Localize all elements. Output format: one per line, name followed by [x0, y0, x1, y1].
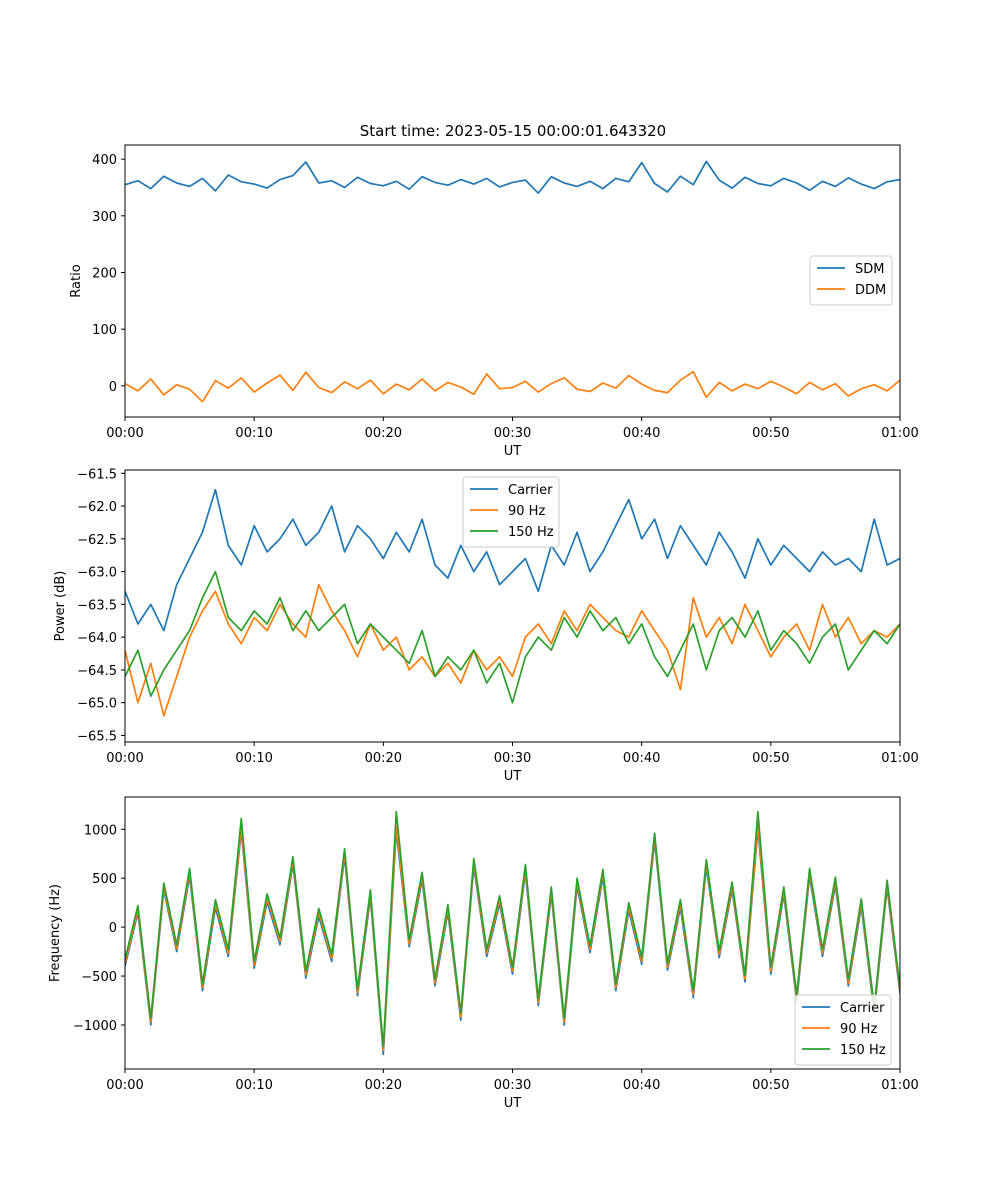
- figure-title: Start time: 2023-05-15 00:00:01.643320: [360, 122, 666, 140]
- x-tick-label: 00:40: [623, 426, 660, 441]
- legend-label: DDM: [855, 283, 886, 298]
- y-tick-label: −65.0: [77, 697, 117, 712]
- x-tick-label: 00:10: [235, 751, 272, 766]
- y-tick-label: 400: [92, 153, 117, 168]
- x-tick-label: 00:00: [106, 426, 143, 441]
- x-tick-label: 01:00: [881, 426, 918, 441]
- x-tick-label: 00:00: [106, 751, 143, 766]
- x-tick-label: 00:40: [623, 751, 660, 766]
- x-tick-label: 00:50: [752, 1078, 789, 1093]
- legend-label: Carrier: [840, 1001, 885, 1016]
- legend-label: 90 Hz: [840, 1022, 877, 1037]
- x-tick-label: 00:20: [365, 1078, 402, 1093]
- x-tick-label: 00:20: [365, 751, 402, 766]
- y-tick-label: −63.0: [77, 566, 117, 581]
- y-tick-label: 1000: [84, 823, 117, 838]
- y-tick-label: 0: [109, 380, 117, 395]
- y-tick-label: −62.0: [77, 500, 117, 515]
- y-tick-label: −500: [81, 970, 117, 985]
- series-line-carrier: [125, 488, 900, 632]
- y-tick-label: 0: [109, 921, 117, 936]
- x-tick-label: 00:20: [365, 426, 402, 441]
- y-tick-label: −62.5: [77, 533, 117, 548]
- legend-label: SDM: [855, 262, 884, 277]
- legend-box: [794, 994, 892, 1066]
- chart-panel-2: 00:00 00:10 00:20 00:30 00:40 00:50 01:00 −65.5…: [53, 467, 919, 784]
- legend: SDM DDM: [809, 255, 893, 306]
- x-tick-label: 00:30: [494, 751, 531, 766]
- legend: Carrier 90 Hz 150 Hz: [794, 994, 892, 1066]
- chart-panel-3: 00:00 00:10 00:20 00:30 00:40 00:50 01:00 −1000…: [48, 796, 919, 1111]
- y-tick-label: −65.5: [77, 729, 117, 744]
- series-line-150-hz: [125, 810, 900, 1048]
- legend-label: 150 Hz: [840, 1043, 886, 1058]
- y-tick-label: 200: [92, 267, 117, 282]
- series-line-carrier: [125, 828, 900, 1056]
- series-line-ddm: [125, 370, 900, 403]
- legend-label: 90 Hz: [508, 504, 545, 519]
- y-tick-label: −64.0: [77, 631, 117, 646]
- series-line-sdm: [125, 160, 900, 195]
- y-tick-label: −61.5: [77, 467, 117, 482]
- x-tick-label: 00:30: [494, 426, 531, 441]
- x-tick-label: 00:00: [106, 1078, 143, 1093]
- y-tick-label: −64.5: [77, 664, 117, 679]
- x-axis-label: UT: [504, 769, 522, 784]
- y-axis-label: Ratio: [69, 264, 84, 297]
- legend-label: 150 Hz: [508, 525, 554, 540]
- x-tick-label: 00:30: [494, 1078, 531, 1093]
- y-tick-label: 300: [92, 210, 117, 225]
- y-axis-label: Power (dB): [53, 571, 68, 642]
- series-line-150-hz: [125, 570, 900, 704]
- y-tick-label: −63.5: [77, 598, 117, 613]
- x-tick-label: 00:10: [235, 1078, 272, 1093]
- x-tick-label: 00:50: [752, 751, 789, 766]
- y-tick-label: 100: [92, 323, 117, 338]
- series-line-90-hz: [125, 823, 900, 1052]
- x-tick-label: 00:50: [752, 426, 789, 441]
- x-tick-label: 01:00: [881, 1078, 918, 1093]
- x-tick-label: 01:00: [881, 751, 918, 766]
- series-line-90-hz: [125, 583, 900, 717]
- chart-panel-1: 00:00 00:10 00:20 00:30 00:40 00:50 01:00 0 100 2…: [69, 144, 919, 459]
- y-axis-label: Frequency (Hz): [48, 884, 63, 982]
- legend-box: [462, 476, 560, 548]
- y-tick-label: −1000: [73, 1019, 117, 1034]
- x-tick-label: 00:40: [623, 1078, 660, 1093]
- x-axis-label: UT: [504, 1096, 522, 1111]
- y-tick-label: 500: [92, 872, 117, 887]
- x-tick-label: 00:10: [235, 426, 272, 441]
- legend: Carrier 90 Hz 150 Hz: [462, 476, 560, 548]
- x-axis-label: UT: [504, 444, 522, 459]
- legend-label: Carrier: [508, 483, 553, 498]
